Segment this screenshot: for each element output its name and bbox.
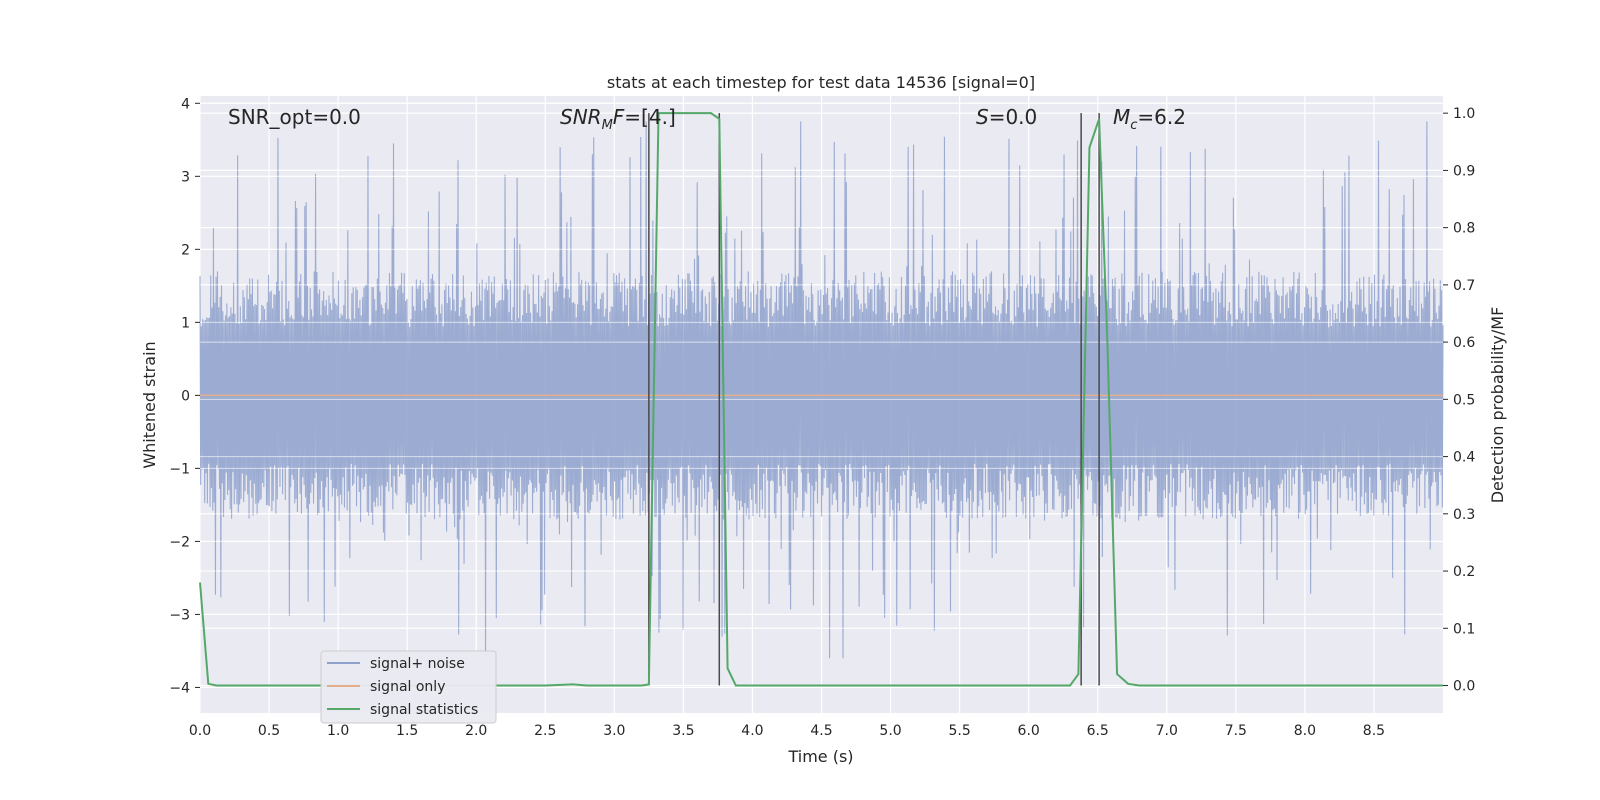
y-left-tick-label: 1 — [181, 315, 190, 331]
y-right-tick-label: 0.2 — [1453, 564, 1475, 580]
y-right-tick-label: 0.3 — [1453, 507, 1475, 523]
x-tick-label: 6.0 — [1018, 723, 1040, 739]
legend: signal+ noise signal only signal statist… — [320, 650, 497, 724]
legend-entry-signal-only: signal only — [370, 679, 445, 695]
x-tick-label: 5.5 — [948, 723, 970, 739]
legend-entry-statistics: signal statistics — [370, 702, 478, 718]
y-left-tick-label: 3 — [181, 169, 190, 185]
y-right-tick-label: 0.8 — [1453, 221, 1475, 237]
x-tick-label: 1.5 — [396, 723, 418, 739]
y-right-tick-label: 1.0 — [1453, 106, 1475, 122]
y-right-tick-label: 0.1 — [1453, 621, 1475, 637]
x-tick-label: 4.5 — [810, 723, 832, 739]
y-right-tick-label: 0.9 — [1453, 163, 1475, 179]
series-signal-plus-noise — [199, 121, 1444, 659]
x-tick-label: 3.5 — [672, 723, 694, 739]
annotation-s-value: S=0.0 — [976, 105, 1037, 129]
y-right-tick-label: 0.5 — [1453, 392, 1475, 408]
y-left-tick-label: 2 — [181, 242, 190, 258]
x-tick-label: 8.0 — [1294, 723, 1316, 739]
x-tick-label: 6.5 — [1087, 723, 1109, 739]
x-tick-label: 7.5 — [1225, 723, 1247, 739]
legend-box — [320, 650, 497, 724]
x-axis-label: Time (s) — [787, 747, 853, 766]
annotation-snr-opt: SNR_opt=0.0 — [228, 105, 361, 129]
x-tick-label: 3.0 — [603, 723, 625, 739]
x-tick-label: 2.0 — [465, 723, 487, 739]
y-left-tick-label: −3 — [169, 607, 190, 623]
x-tick-label: 0.5 — [258, 723, 280, 739]
x-tick-label: 8.5 — [1363, 723, 1385, 739]
y-right-tick-label: 0.7 — [1453, 278, 1475, 294]
x-tick-label: 2.5 — [534, 723, 556, 739]
y-left-tick-label: −1 — [169, 461, 190, 477]
annotation-snr-mf: SNRMF=[4.] — [560, 105, 676, 133]
y-left-tick-label: −2 — [169, 534, 190, 550]
y-right-tick-label: 0.6 — [1453, 335, 1475, 351]
tick-labels-layer: 0.0 0.5 1.0 1.5 2.0 2.5 3.0 3.5 4.0 4.5 5.0 5.5 6.0 6… — [169, 96, 1475, 739]
y-left-tick-label: −4 — [169, 680, 190, 696]
x-tick-label: 0.0 — [189, 723, 211, 739]
vertical-lines-layer — [648, 113, 1100, 686]
y-axis-left-label: Whitened strain — [140, 341, 159, 468]
chart-title: stats at each timestep for test data 145… — [607, 73, 1035, 92]
x-tick-label: 1.0 — [327, 723, 349, 739]
x-tick-label: 7.0 — [1156, 723, 1178, 739]
y-right-tick-label: 0.0 — [1453, 679, 1475, 695]
y-left-tick-label: 0 — [181, 388, 190, 404]
y-left-tick-label: 4 — [181, 96, 190, 112]
y-axis-right-label: Detection probability/MF — [1488, 307, 1507, 504]
x-tick-label: 4.0 — [741, 723, 763, 739]
y-right-tick-label: 0.4 — [1453, 450, 1475, 466]
annotation-mc-value: Mc=6.2 — [1113, 105, 1186, 133]
legend-entry-noise: signal+ noise — [370, 656, 465, 672]
x-tick-label: 5.0 — [879, 723, 901, 739]
